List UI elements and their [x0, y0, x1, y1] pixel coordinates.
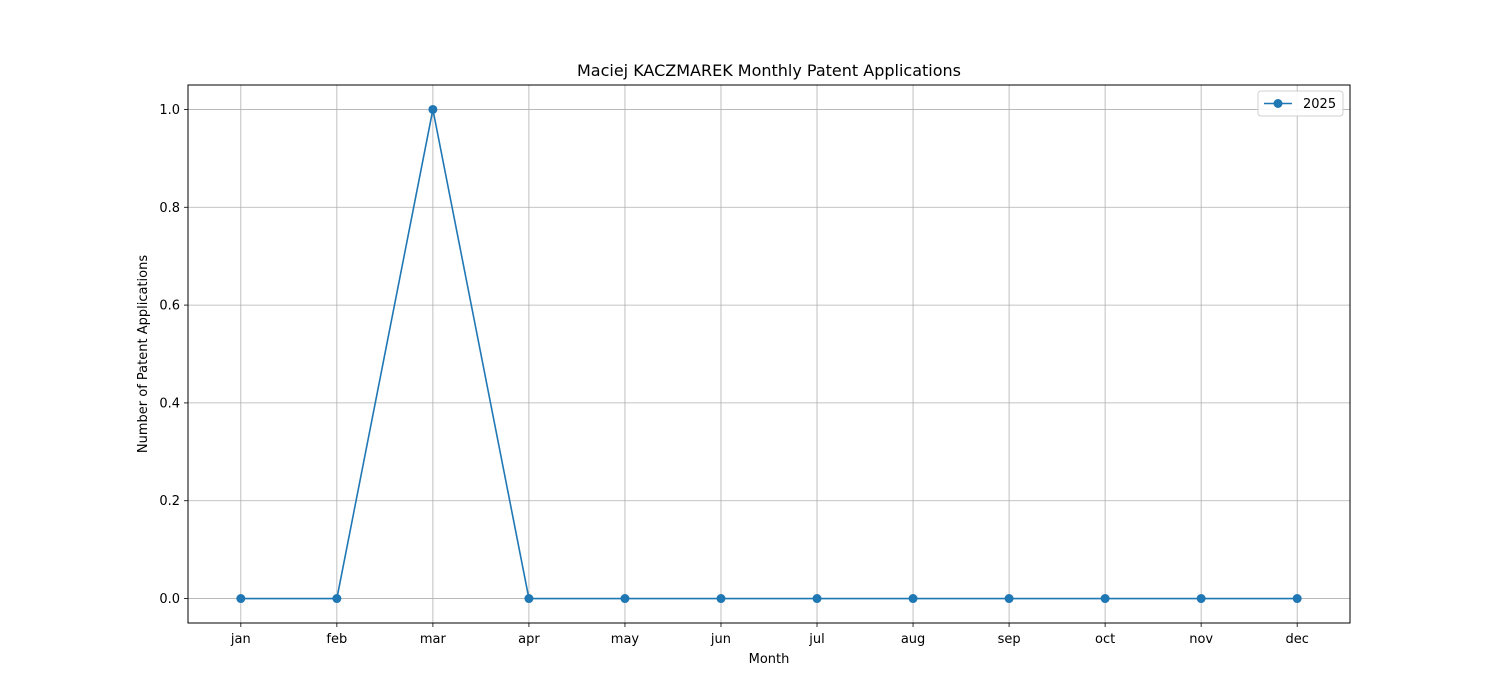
data-point — [1005, 594, 1014, 603]
data-point — [1101, 594, 1110, 603]
legend-label: 2025 — [1303, 97, 1336, 112]
legend: 2025 — [1258, 91, 1343, 116]
data-point — [428, 105, 437, 114]
data-point — [620, 594, 629, 603]
x-tick-label: jun — [710, 632, 731, 647]
x-tick-label: dec — [1285, 632, 1308, 647]
y-tick-label: 0.2 — [159, 494, 180, 509]
y-tick-label: 1.0 — [159, 103, 180, 118]
data-point — [716, 594, 725, 603]
x-tick-label: jan — [230, 632, 251, 647]
x-tick-label: feb — [326, 632, 347, 647]
y-tick-label: 0.6 — [159, 299, 180, 314]
y-tick-label: 0.4 — [159, 396, 180, 411]
x-tick-label: mar — [420, 632, 447, 647]
data-point — [1293, 594, 1302, 603]
x-tick-label: aug — [901, 632, 925, 647]
x-tick-label: sep — [998, 632, 1021, 647]
x-tick-label: nov — [1189, 632, 1213, 647]
data-point — [332, 594, 341, 603]
data-point — [1197, 594, 1206, 603]
y-tick-label: 0.0 — [159, 592, 180, 607]
data-point — [524, 594, 533, 603]
x-tick-label: may — [611, 632, 640, 647]
legend-marker-swatch — [1274, 99, 1283, 108]
x-tick-label: jul — [808, 632, 824, 647]
data-point — [909, 594, 918, 603]
x-tick-label: apr — [518, 632, 540, 647]
y-axis-label: Number of Patent Applications — [136, 255, 151, 453]
data-point — [813, 594, 822, 603]
y-tick-label: 0.8 — [159, 201, 180, 216]
data-point — [236, 594, 245, 603]
x-axis-label: Month — [749, 652, 790, 667]
x-tick-label: oct — [1095, 632, 1115, 647]
chart-title: Maciej KACZMAREK Monthly Patent Applicat… — [577, 61, 961, 80]
